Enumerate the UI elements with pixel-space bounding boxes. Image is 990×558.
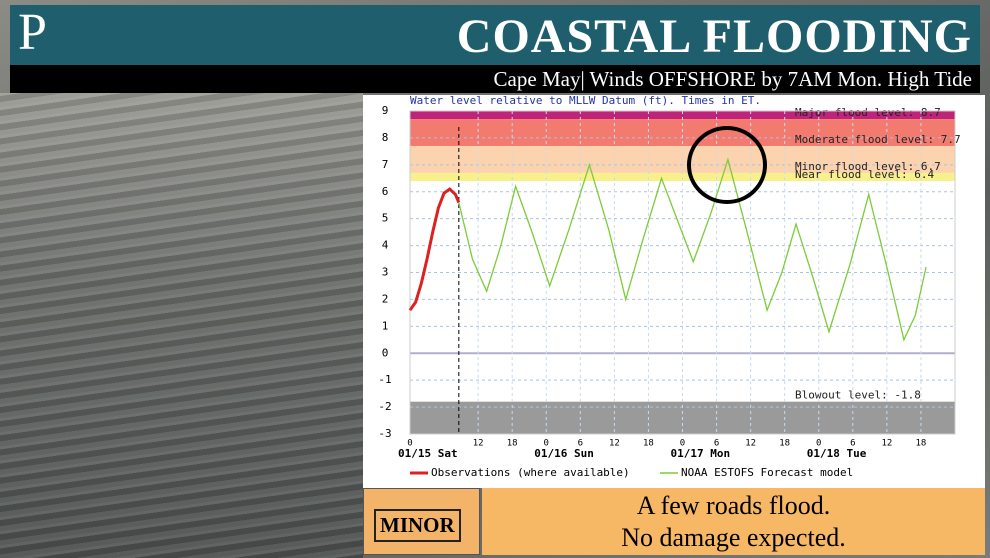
- chart-title: Water level relative to MLLW Datum (ft).…: [410, 95, 761, 107]
- logo: P: [18, 4, 47, 61]
- x-tick-label: 0: [407, 439, 412, 449]
- plot-frame: [409, 110, 956, 435]
- series-line: [458, 157, 927, 342]
- x-tick-label: 18: [507, 439, 518, 449]
- day-label: 01/16 Sun: [534, 447, 594, 460]
- subtitle-bar: Cape May| Winds OFFSHORE by 7AM Mon. Hig…: [10, 65, 980, 93]
- flood-level-label: Major flood level: 8.7: [795, 106, 941, 119]
- x-tick-label: 12: [745, 439, 756, 449]
- x-tick-label: 12: [609, 439, 620, 449]
- flood-band: [410, 111, 955, 120]
- y-tick-label: 6: [382, 185, 389, 198]
- legend-label: NOAA ESTOFS Forecast model: [681, 466, 853, 479]
- flood-level-label: Minor flood level: 6.7: [795, 160, 941, 173]
- y-tick-label: 3: [382, 266, 389, 279]
- banner: P COASTAL FLOODING: [10, 4, 980, 65]
- y-tick-label: 2: [382, 292, 389, 305]
- legend-label: Observations (where available): [431, 466, 630, 479]
- subtitle: Cape May| Winds OFFSHORE by 7AM Mon. Hig…: [493, 67, 972, 91]
- impact-line: No damage expected.: [621, 523, 846, 552]
- y-tick-label: 9: [382, 104, 389, 117]
- x-tick-label: 6: [714, 439, 719, 449]
- y-tick-label: -3: [378, 427, 391, 440]
- background-photo: [0, 93, 363, 558]
- y-tick-label: 5: [382, 212, 389, 225]
- x-tick-label: 12: [473, 439, 484, 449]
- y-tick-label: 8: [382, 131, 389, 144]
- level-label: MINOR: [374, 509, 461, 542]
- flood-band: [410, 172, 955, 181]
- x-tick-label: 0: [544, 439, 549, 449]
- y-tick-label: 1: [382, 319, 389, 332]
- x-tick-label: 18: [779, 439, 790, 449]
- y-tick-label: -2: [378, 400, 391, 413]
- x-tick-label: 18: [916, 439, 927, 449]
- x-tick-label: 6: [850, 439, 855, 449]
- impact-line: A few roads flood.: [636, 491, 831, 520]
- y-tick-label: -1: [378, 373, 391, 386]
- y-tick-label: 7: [382, 158, 389, 171]
- x-tick-label: 0: [680, 439, 685, 449]
- flood-level-label: Moderate flood level: 7.7: [795, 133, 961, 146]
- day-label: 01/18 Tue: [807, 447, 867, 460]
- series-line: [408, 187, 461, 312]
- x-tick-label: 18: [643, 439, 654, 449]
- highlight-circle: [687, 126, 767, 204]
- day-label: 01/17 Mon: [671, 447, 731, 460]
- x-tick-label: 0: [816, 439, 821, 449]
- y-tick-label: 0: [382, 346, 389, 359]
- day-label: 01/15 Sat: [398, 447, 458, 460]
- flood-level-label: Near flood level: 6.4: [795, 168, 934, 181]
- level-box: MINOR: [363, 488, 480, 555]
- title: COASTAL FLOODING: [456, 10, 972, 63]
- flood-level-label: Blowout level: -1.8: [795, 389, 921, 402]
- x-tick-label: 6: [578, 439, 583, 449]
- x-tick-label: 12: [881, 439, 892, 449]
- impact-text: A few roads flood. No damage expected.: [482, 488, 985, 555]
- y-tick-label: 4: [382, 239, 389, 252]
- chart: Water level relative to MLLW Datum (ft).…: [363, 95, 985, 488]
